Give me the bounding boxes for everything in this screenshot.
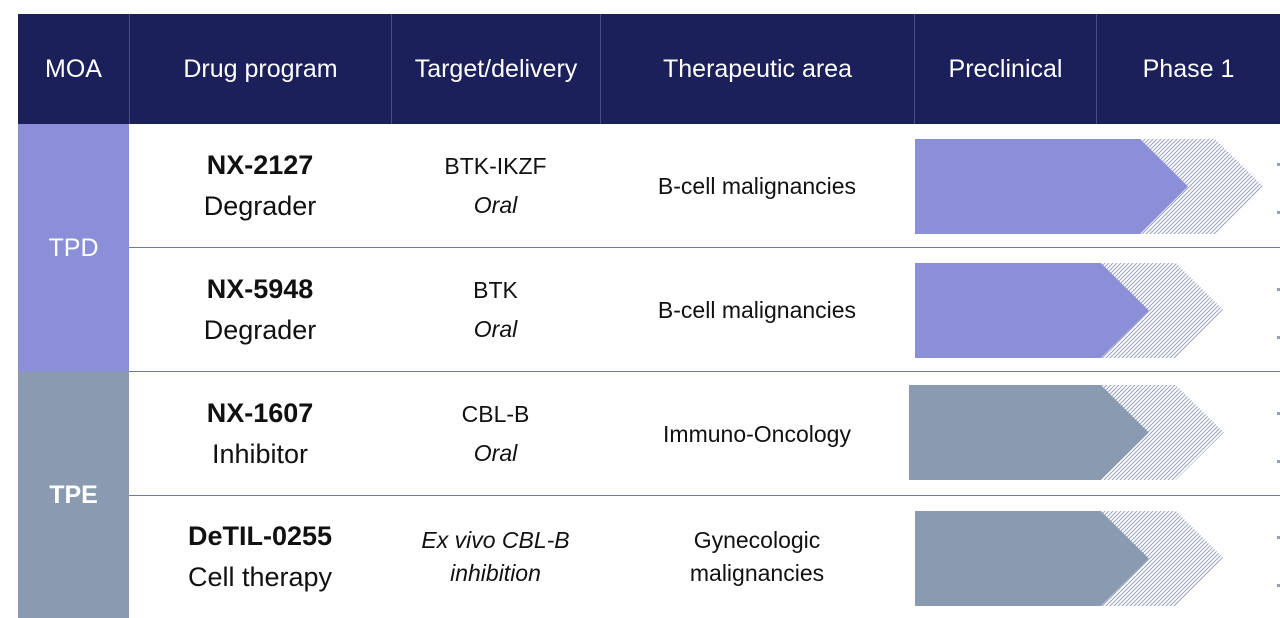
header-target-delivery: Target/delivery [391, 14, 600, 124]
drug-program-cell: NX-1607 Inhibitor [129, 372, 391, 496]
table-header: MOA Drug program Target/delivery Therape… [18, 14, 1280, 124]
edge-mark [1277, 460, 1280, 463]
edge-mark [1277, 336, 1280, 339]
progress-arrow-hatch [1100, 511, 1224, 606]
target-line-2: inhibition [450, 560, 541, 586]
drug-name: DeTIL-0255 [187, 521, 333, 551]
delivery: Oral [473, 192, 518, 218]
area-line-2: malignancies [689, 560, 825, 586]
therapeutic-area-cell: Immuno-Oncology [600, 372, 914, 496]
header-drug-program: Drug program [129, 14, 391, 124]
therapeutic-area: B-cell malignancies [657, 296, 857, 323]
edge-mark [1277, 584, 1280, 587]
therapeutic-area-cell: B-cell malignancies [600, 124, 914, 248]
target-line-1: Ex vivo CBL-B [421, 527, 570, 553]
therapeutic-area: Immuno-Oncology [663, 420, 851, 447]
drug-name: NX-5948 [206, 274, 314, 304]
edge-mark [1277, 536, 1280, 539]
drug-name: NX-1607 [206, 398, 314, 428]
row-divider [129, 495, 1280, 496]
moa-group-tpd: TPD [18, 124, 129, 372]
header-phase-1: Phase 1 [1096, 14, 1280, 124]
header-therapeutic-area: Therapeutic area [600, 14, 914, 124]
progress-arrow [915, 139, 1188, 234]
delivery: Oral [473, 440, 518, 466]
delivery: Oral [473, 316, 518, 342]
drug-type: Degrader [203, 191, 317, 221]
edge-mark [1277, 288, 1280, 291]
target-delivery-cell: BTK Oral [391, 248, 600, 372]
edge-mark [1277, 412, 1280, 415]
target: BTK-IKZF [444, 153, 547, 179]
target: CBL-B [461, 401, 530, 427]
target: BTK [473, 277, 518, 303]
drug-type: Cell therapy [187, 562, 333, 592]
edge-mark [1277, 211, 1280, 214]
target-delivery-cell: BTK-IKZF Oral [391, 124, 600, 248]
progress-arrow-hatch [1100, 385, 1224, 480]
therapeutic-area: B-cell malignancies [657, 172, 857, 199]
area-line-1: Gynecologic [693, 527, 821, 553]
therapeutic-area-cell: Gynecologic malignancies [600, 496, 914, 618]
moa-group-tpe: TPE [18, 372, 129, 618]
progress-arrow [909, 385, 1149, 480]
drug-type: Degrader [203, 315, 317, 345]
header-moa: MOA [45, 54, 102, 83]
progress-arrow [915, 511, 1149, 606]
header-preclinical: Preclinical [914, 14, 1096, 124]
edge-mark [1277, 163, 1280, 166]
target-delivery-cell: Ex vivo CBL-B inhibition [391, 496, 600, 618]
progress-arrow-hatch [1100, 263, 1224, 358]
target-delivery-cell: CBL-B Oral [391, 372, 600, 496]
drug-name: NX-2127 [206, 150, 314, 180]
progress-arrow [915, 263, 1149, 358]
row-divider [129, 371, 1280, 372]
progress-arrow-hatch [1140, 139, 1263, 234]
drug-program-cell: NX-5948 Degrader [129, 248, 391, 372]
drug-program-cell: NX-2127 Degrader [129, 124, 391, 248]
drug-type: Inhibitor [211, 439, 309, 469]
drug-program-cell: DeTIL-0255 Cell therapy [129, 496, 391, 618]
row-divider [129, 247, 1280, 248]
therapeutic-area-cell: B-cell malignancies [600, 248, 914, 372]
